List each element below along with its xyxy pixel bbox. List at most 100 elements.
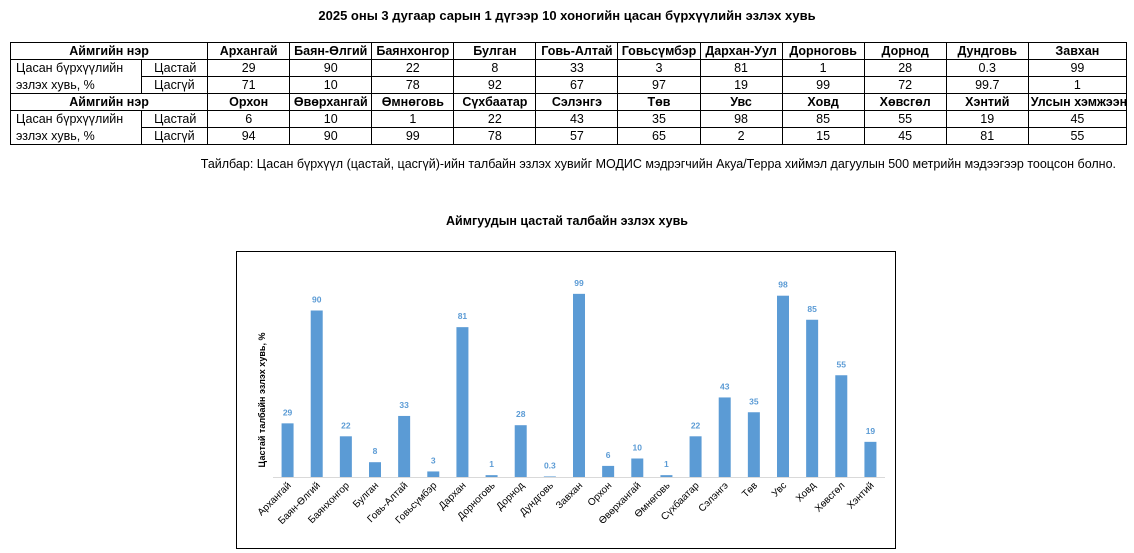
table-cell: 81 [945,127,1029,145]
table-header-row-1: Аймгийн нэр Архангай Баян-Өлгий Баянхонг… [9,42,1128,60]
data-label: 98 [778,280,788,290]
data-label: 6 [606,450,611,460]
table-cell: Говь-Алтай [535,42,619,60]
table-cell: 72 [863,76,947,94]
table-cell: 19 [699,76,783,94]
table-cell: 33 [535,59,619,77]
row-label: Цасан бүрхүүлийн [9,59,143,77]
data-label: 28 [516,409,526,419]
table-cell: 81 [699,59,783,77]
data-label: 1 [489,459,494,469]
bar [310,310,323,477]
chart-frame: Цастай талбайн эзлэх хувь, % 29 Архангай 90… [236,251,896,549]
table-cell: 22 [371,59,455,77]
table-cell: 29 [207,59,291,77]
table-cell: 1 [1027,76,1128,94]
bar [485,475,498,477]
table-cell: 43 [535,110,619,128]
table-cell: 98 [699,110,783,128]
table-row-snowless-2: эзлэх хувь, % Цасгүй 94 90 99 78 57 65 2… [9,127,1128,145]
table-cell: 99 [781,76,865,94]
table-cell: 1 [781,59,865,77]
data-label: 3 [431,455,436,465]
x-tick-label: Хэнтий [845,480,876,511]
table-cell: 35 [617,110,701,128]
table-cell: 45 [863,127,947,145]
table-cell: 92 [453,76,537,94]
data-label: 29 [283,407,293,417]
table-cell: 78 [453,127,537,145]
data-label: 10 [633,443,643,453]
table-cell: 65 [617,127,701,145]
table-cell: Архангай [207,42,291,60]
bar [398,415,411,477]
table-cell: 55 [1027,127,1128,145]
bar [806,319,819,477]
bar [864,441,877,477]
table-cell: 28 [863,59,947,77]
data-label: 81 [458,311,468,321]
bar [427,471,440,477]
x-tick-label: Увс [770,480,789,499]
table-cell: 57 [535,127,619,145]
table-cell: 78 [371,76,455,94]
x-tick-label: Завхан [554,480,585,511]
bar [777,295,789,477]
bar-chart: Цастай талбайн эзлэх хувь, % 29Архангай90… [256,278,885,527]
bar [747,412,760,477]
table-cell: 8 [453,59,537,77]
header-label: Аймгийн нэр [9,93,209,111]
table-cell: 10 [289,110,373,128]
data-label: 1 [664,459,669,469]
table-cell: 45 [1027,110,1128,128]
x-tick-label: Хөвсгөл [813,480,847,514]
table-cell: 3 [617,59,701,77]
snowless-label: Цасгүй [141,127,209,145]
data-label: 35 [749,396,759,406]
snow-cover-table: Аймгийн нэр Архангай Баян-Өлгий Баянхонг… [9,42,1128,145]
table-cell: 15 [781,127,865,145]
bar [835,375,848,477]
bar [543,476,556,477]
data-label: 90 [312,295,322,305]
table-header-row-2: Аймгийн нэр Орхон Өвөрхангай Өмнөговь Сү… [9,93,1128,111]
table-cell: Улсын хэмжээнд [1027,93,1128,111]
table-cell: Баянхонгор [371,42,455,60]
table-row-snowy-1: Цасан бүрхүүлийн Цастай 29 90 22 8 33 3 … [9,59,1128,77]
table-cell: 22 [453,110,537,128]
data-label: 22 [341,420,351,430]
snowy-label: Цастай [141,59,209,77]
data-label: 22 [691,420,701,430]
bar [456,327,469,477]
data-label: 0.3 [544,460,556,470]
bar [339,436,352,477]
table-cell: Орхон [207,93,291,111]
table-cell: 1 [371,110,455,128]
table-cell: Дундговь [945,42,1029,60]
table-cell: 97 [617,76,701,94]
table-cell: Өмнөговь [371,93,455,111]
bar [369,462,381,477]
bar [602,465,615,477]
table-cell: 55 [863,110,947,128]
table-cell: Өвөрхангай [289,93,373,111]
table-cell: Сүхбаатар [453,93,537,111]
table-row-snowy-2: Цасан бүрхүүлийн Цастай 6 10 1 22 43 35 … [9,110,1128,128]
row-label: эзлэх хувь, % [9,127,143,145]
table-cell: 99 [371,127,455,145]
bar [573,293,585,477]
table-cell: 67 [535,76,619,94]
table-row-snowless-1: эзлэх хувь, % Цасгүй 71 10 78 92 67 97 1… [9,76,1128,94]
snowy-label: Цастай [141,110,209,128]
table-cell: Дархан-Уул [699,42,783,60]
bar [718,397,731,477]
table-cell: Увс [699,93,783,111]
table-cell: Хөвсгөл [863,93,947,111]
table-cell: 90 [289,127,373,145]
data-label: 19 [866,426,876,436]
bar [689,436,702,477]
table-cell: 94 [207,127,291,145]
table-cell: Дорноговь [781,42,865,60]
table-cell: Хэнтий [945,93,1029,111]
table-cell: 0.3 [945,59,1029,77]
